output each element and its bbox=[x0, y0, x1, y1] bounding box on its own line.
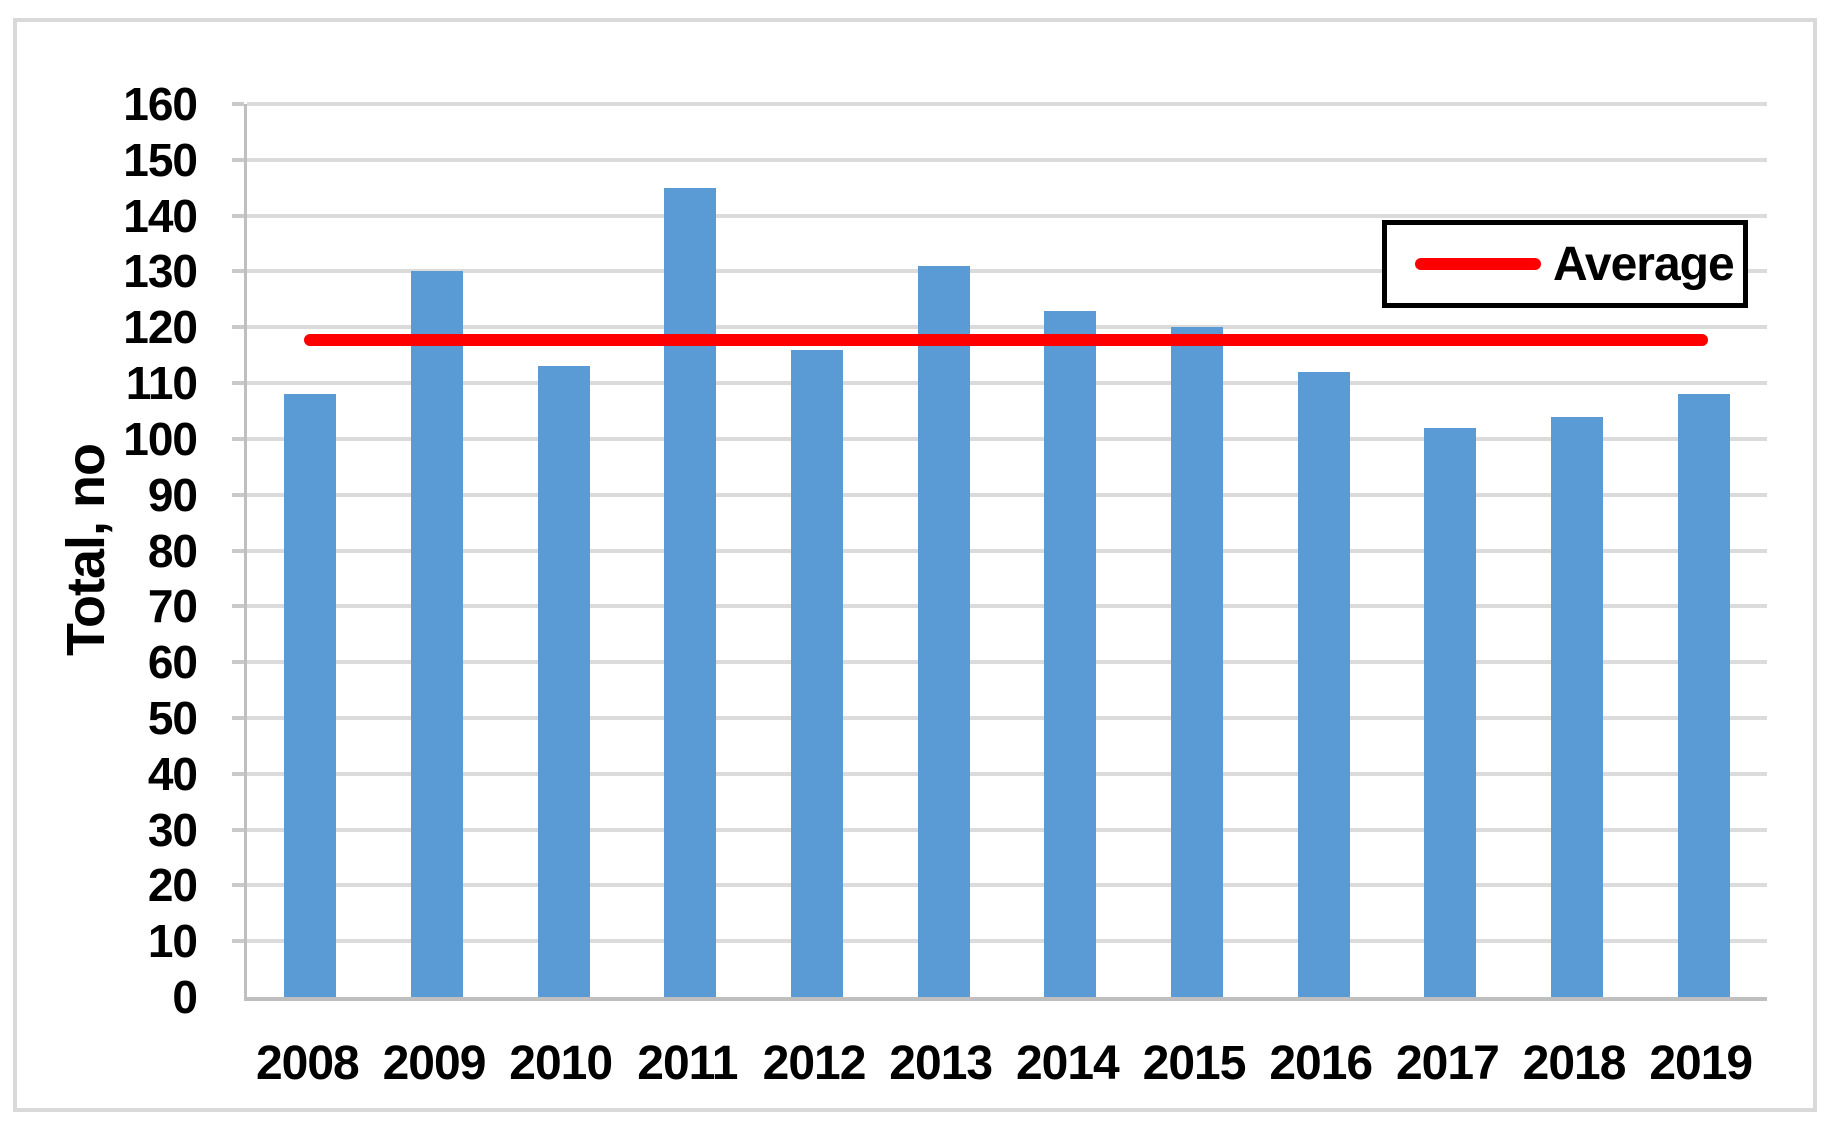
y-tick-mark-150 bbox=[232, 157, 244, 162]
y-tick-label-90: 90 bbox=[147, 468, 198, 521]
gridline-50 bbox=[247, 715, 1767, 720]
gridline-70 bbox=[247, 604, 1767, 609]
bar-slot-2013 bbox=[880, 104, 1007, 997]
y-tick-label-110: 110 bbox=[125, 357, 198, 410]
x-label-2017: 2017 bbox=[1395, 1037, 1500, 1090]
y-tick-mark-50 bbox=[232, 715, 244, 720]
y-tick-label-160: 160 bbox=[123, 78, 198, 130]
bar-2008 bbox=[284, 394, 337, 997]
plot-area: Average bbox=[232, 102, 1767, 1001]
y-tick-label-150: 150 bbox=[123, 133, 198, 186]
x-label-2010: 2010 bbox=[509, 1037, 613, 1090]
y-tick-mark-20 bbox=[232, 883, 244, 888]
x-label-2008: 2008 bbox=[255, 1037, 360, 1090]
gridline-160 bbox=[247, 102, 1767, 106]
bar-slot-2009 bbox=[374, 104, 501, 997]
gridline-30 bbox=[247, 827, 1767, 832]
gridline-60 bbox=[247, 660, 1767, 665]
bar-slot-2008 bbox=[247, 104, 374, 997]
bar-slot-2016 bbox=[1260, 104, 1387, 997]
y-tick-label-100: 100 bbox=[123, 412, 198, 465]
bar-2011 bbox=[664, 187, 717, 997]
x-label-2015: 2015 bbox=[1142, 1037, 1247, 1090]
bar-2014 bbox=[1044, 310, 1097, 997]
bar-slot-2014 bbox=[1007, 104, 1134, 997]
bar-slot-2018 bbox=[1514, 104, 1641, 997]
y-tick-mark-70 bbox=[232, 604, 244, 609]
bar-slot-2019 bbox=[1640, 104, 1767, 997]
gridline-140 bbox=[247, 213, 1767, 218]
y-tick-mark-120 bbox=[232, 325, 244, 330]
bar-series bbox=[247, 104, 1767, 997]
y-tick-mark-130 bbox=[232, 269, 244, 274]
x-label-2011: 2011 bbox=[637, 1037, 738, 1090]
bar-slot-2012 bbox=[754, 104, 881, 997]
gridline-90 bbox=[247, 492, 1767, 497]
bar-2010 bbox=[537, 366, 590, 997]
y-tick-label-80: 80 bbox=[147, 524, 198, 577]
y-tick-label-120: 120 bbox=[123, 301, 198, 354]
y-tick-label-0: 0 bbox=[172, 971, 198, 1023]
y-tick-label-50: 50 bbox=[147, 691, 198, 744]
y-tick-mark-90 bbox=[232, 492, 244, 497]
gridline-20 bbox=[247, 883, 1767, 888]
y-tick-label-10: 10 bbox=[147, 915, 198, 968]
y-tick-mark-60 bbox=[232, 660, 244, 665]
gridline-100 bbox=[247, 436, 1767, 441]
y-tick-mark-110 bbox=[232, 381, 244, 386]
x-axis-labels: 2008 2009 2010 2011 2012 2013 2014 2015 2016 2017… bbox=[244, 1030, 1764, 1098]
y-axis-tick-labels: 0 10 20 30 40 50 60 70 80 90 100 110 120 130 140 150 160 bbox=[0, 78, 198, 1023]
bar-2012 bbox=[791, 349, 843, 997]
bar-slot-2017 bbox=[1387, 104, 1514, 997]
bar-slot-2011 bbox=[627, 104, 754, 997]
legend: Average bbox=[1382, 220, 1748, 308]
x-label-2014: 2014 bbox=[1015, 1037, 1120, 1090]
bar-2009 bbox=[411, 271, 463, 997]
x-label-2018: 2018 bbox=[1522, 1037, 1627, 1090]
y-tick-label-70: 70 bbox=[147, 580, 198, 633]
average-line-legend-swatch bbox=[1415, 258, 1541, 270]
y-tick-mark-40 bbox=[232, 771, 244, 776]
y-tick-mark-80 bbox=[232, 548, 244, 553]
gridline-110 bbox=[247, 381, 1767, 386]
y-tick-mark-160 bbox=[232, 102, 244, 106]
y-tick-mark-30 bbox=[232, 827, 244, 832]
gridline-150 bbox=[247, 157, 1767, 162]
y-tick-label-40: 40 bbox=[147, 747, 198, 800]
bar-slot-2015 bbox=[1134, 104, 1261, 997]
y-tick-mark-10 bbox=[232, 939, 244, 944]
y-tick-label-130: 130 bbox=[123, 245, 198, 298]
gridline-10 bbox=[247, 939, 1767, 944]
gridline-40 bbox=[247, 771, 1767, 776]
y-tick-mark-100 bbox=[232, 436, 244, 441]
y-tick-label-20: 20 bbox=[147, 859, 198, 912]
x-label-2019: 2019 bbox=[1649, 1037, 1753, 1090]
x-label-2013: 2013 bbox=[889, 1037, 993, 1090]
bar-2017 bbox=[1424, 427, 1477, 997]
bar-2013 bbox=[917, 265, 970, 997]
y-tick-label-140: 140 bbox=[123, 189, 198, 242]
y-tick-label-60: 60 bbox=[147, 636, 198, 689]
bar-slot-2010 bbox=[500, 104, 627, 997]
bar-2015 bbox=[1171, 327, 1223, 997]
gridline-120 bbox=[247, 325, 1767, 330]
y-tick-mark-140 bbox=[232, 213, 244, 218]
y-tick-label-30: 30 bbox=[147, 803, 198, 856]
legend-label: Average bbox=[1553, 237, 1735, 291]
gridline-130 bbox=[247, 269, 1767, 274]
x-label-2012: 2012 bbox=[762, 1037, 867, 1090]
gridline-80 bbox=[247, 548, 1767, 553]
x-label-2016: 2016 bbox=[1269, 1037, 1373, 1090]
average-line bbox=[304, 334, 1708, 347]
bar-2018 bbox=[1551, 416, 1604, 997]
x-label-2009: 2009 bbox=[382, 1037, 487, 1090]
bar-2019 bbox=[1677, 394, 1730, 997]
bar-2016 bbox=[1297, 371, 1350, 997]
